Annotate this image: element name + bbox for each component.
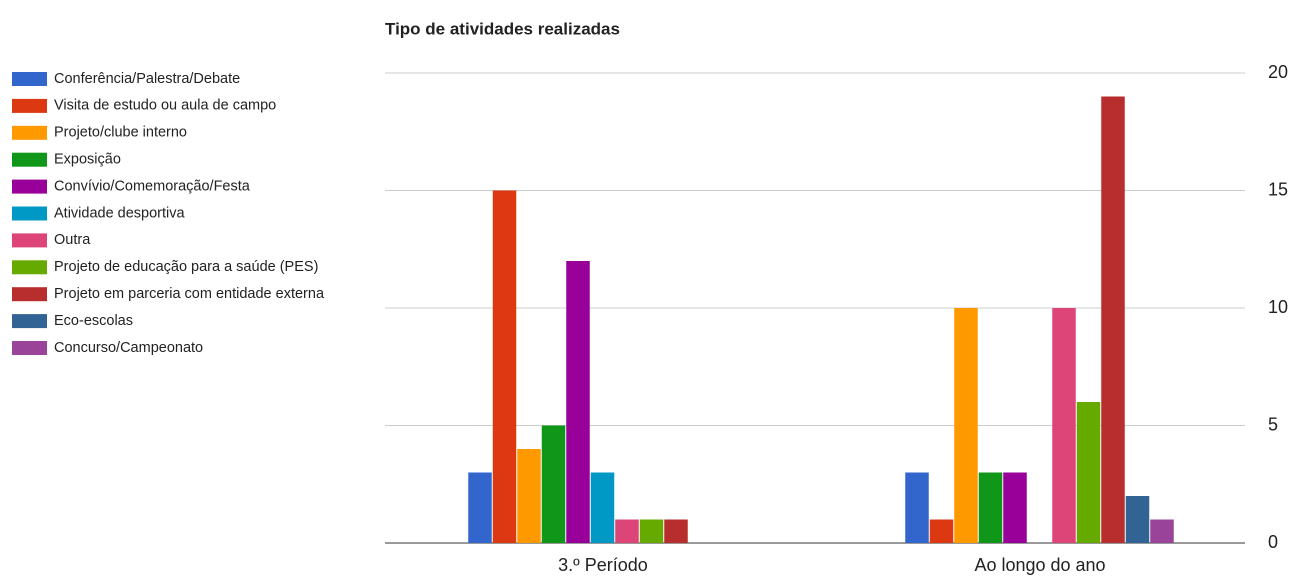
legend-swatch	[12, 233, 47, 248]
bar	[492, 190, 517, 543]
bar	[978, 472, 1003, 543]
legend-swatch	[12, 98, 47, 113]
y-tick-label: 20	[1268, 62, 1288, 82]
y-tick-label: 5	[1268, 414, 1278, 434]
x-tick-label: 3.º Período	[558, 555, 648, 575]
y-tick-label: 0	[1268, 532, 1278, 552]
bar	[1101, 96, 1125, 543]
bar	[954, 308, 978, 543]
y-tick-label: 15	[1268, 179, 1288, 199]
x-tick-label: Ao longo do ano	[974, 555, 1105, 575]
legend-label: Projeto de educação para a saúde (PES)	[54, 259, 318, 275]
chart-title: Tipo de atividades realizadas	[385, 19, 620, 38]
bar	[1003, 472, 1027, 543]
legend-swatch	[12, 72, 47, 86]
legend-swatch	[12, 179, 47, 194]
bar	[1125, 496, 1150, 543]
legend-swatch	[12, 152, 47, 167]
legend-swatch	[12, 125, 47, 140]
legend-label: Concurso/Campeonato	[54, 340, 203, 356]
legend-label: Outra	[54, 232, 91, 248]
legend-label: Conferência/Palestra/Debate	[54, 71, 240, 87]
legend-label: Eco-escolas	[54, 313, 133, 329]
bar	[468, 472, 492, 543]
bar	[566, 261, 590, 543]
bar	[541, 425, 566, 543]
legend-label: Projeto/clube interno	[54, 125, 187, 141]
legend-label: Atividade desportiva	[54, 205, 186, 221]
bar	[664, 519, 688, 543]
legend-swatch	[12, 341, 47, 355]
legend-label: Visita de estudo ou aula de campo	[54, 98, 276, 114]
legend-swatch	[12, 287, 47, 302]
legend-label: Convívio/Comemoração/Festa	[54, 178, 251, 194]
bar	[905, 472, 929, 543]
legend-swatch	[12, 260, 47, 275]
bar	[1076, 402, 1101, 543]
bar	[590, 472, 615, 543]
bar	[929, 519, 954, 543]
legend-label: Exposição	[54, 152, 121, 168]
bar	[1052, 308, 1076, 543]
bar	[517, 449, 541, 543]
legend-swatch	[12, 314, 47, 329]
bar	[1150, 519, 1174, 543]
legend-swatch	[12, 206, 47, 221]
bar	[639, 519, 664, 543]
bar	[615, 519, 639, 543]
legend-label: Projeto em parceria com entidade externa	[54, 286, 325, 302]
y-tick-label: 10	[1268, 297, 1288, 317]
